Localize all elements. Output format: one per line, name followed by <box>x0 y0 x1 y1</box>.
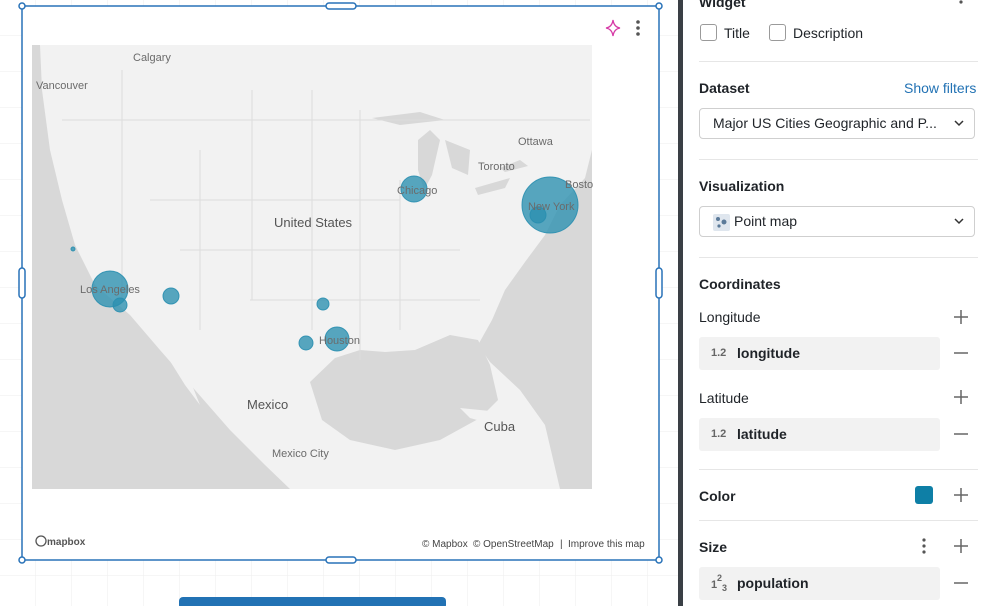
separator <box>699 159 978 160</box>
field-chip[interactable]: 1 2 3 population <box>699 567 940 600</box>
map-label: Ottawa <box>518 136 554 148</box>
select-value: Major US Cities Geographic and P... <box>713 115 937 131</box>
point-map-icon <box>713 214 730 231</box>
attribution-separator: | <box>560 539 563 550</box>
checkbox[interactable] <box>769 24 786 41</box>
widget-menu[interactable] <box>636 20 640 36</box>
type-icon: 1.2 <box>711 428 727 440</box>
mapbox-logo[interactable]: mapbox <box>47 537 86 548</box>
select-value: Point map <box>734 213 798 229</box>
field-label: Longitude <box>699 309 761 325</box>
visualization-select[interactable]: Point map <box>699 206 975 237</box>
map-label: Houston <box>319 335 360 347</box>
checkbox-label[interactable]: Description <box>793 25 864 41</box>
map-label: Mexico <box>247 397 288 412</box>
field-label: Latitude <box>699 390 749 406</box>
section-title: Color <box>699 488 736 504</box>
map[interactable]: Calgary Vancouver Ottawa Toronto Bosto C… <box>32 45 593 489</box>
widget-menu[interactable] <box>957 0 965 8</box>
separator <box>699 257 978 258</box>
map-label: New York <box>528 201 575 213</box>
size-menu[interactable] <box>920 538 928 554</box>
map-label: Toronto <box>478 161 515 173</box>
attribution[interactable]: © Mapbox <box>422 539 468 550</box>
map-label: Bosto <box>565 179 593 191</box>
attribution[interactable]: © OpenStreetMap <box>473 539 554 550</box>
remove-button[interactable] <box>953 345 969 361</box>
checkbox[interactable] <box>700 24 717 41</box>
map-label: Vancouver <box>36 80 88 92</box>
separator <box>699 520 978 521</box>
type-icon: 1 <box>711 579 718 591</box>
remove-button[interactable] <box>953 426 969 442</box>
field-name: latitude <box>737 426 787 442</box>
settings-panel: Widget Title Description Dataset Show fi… <box>683 0 1000 606</box>
show-filters[interactable]: Show filters <box>904 80 977 96</box>
ai-assist[interactable] <box>605 19 621 37</box>
remove-button[interactable] <box>953 575 969 591</box>
bottom-button[interactable] <box>179 597 446 606</box>
add-button[interactable] <box>953 309 969 325</box>
map-label: Los Angeles <box>80 284 140 296</box>
map-label: Calgary <box>133 52 171 64</box>
section-title: Size <box>699 539 728 555</box>
add-button[interactable] <box>953 538 969 554</box>
type-icon: 2 <box>717 573 723 583</box>
section-title: Widget <box>699 0 746 10</box>
add-button[interactable] <box>953 389 969 405</box>
section-title: Dataset <box>699 80 750 96</box>
color-swatch[interactable] <box>915 486 933 504</box>
divider[interactable] <box>678 0 683 606</box>
add-button[interactable] <box>953 487 969 503</box>
mapbox-logo-icon <box>35 535 47 547</box>
map-label: United States <box>274 215 353 230</box>
attribution[interactable]: Improve this map <box>568 539 645 550</box>
dataset-select[interactable]: Major US Cities Geographic and P... <box>699 108 975 139</box>
canvas: Calgary Vancouver Ottawa Toronto Bosto C… <box>0 0 683 606</box>
field-chip[interactable]: 1.2 longitude <box>699 337 940 370</box>
resize-handles[interactable] <box>18 2 663 564</box>
map-label: Cuba <box>484 419 516 434</box>
section-title: Coordinates <box>699 276 781 292</box>
section-title: Visualization <box>699 178 785 194</box>
field-chip[interactable]: 1.2 latitude <box>699 418 940 451</box>
checkbox-label[interactable]: Title <box>724 25 750 41</box>
map-label: Mexico City <box>272 448 329 460</box>
map-label: Chicago <box>397 185 437 197</box>
separator <box>699 61 978 62</box>
type-icon: 1.2 <box>711 347 727 359</box>
type-icon: 3 <box>722 583 728 593</box>
field-name: longitude <box>737 345 800 361</box>
separator <box>699 469 978 470</box>
field-name: population <box>737 575 809 591</box>
